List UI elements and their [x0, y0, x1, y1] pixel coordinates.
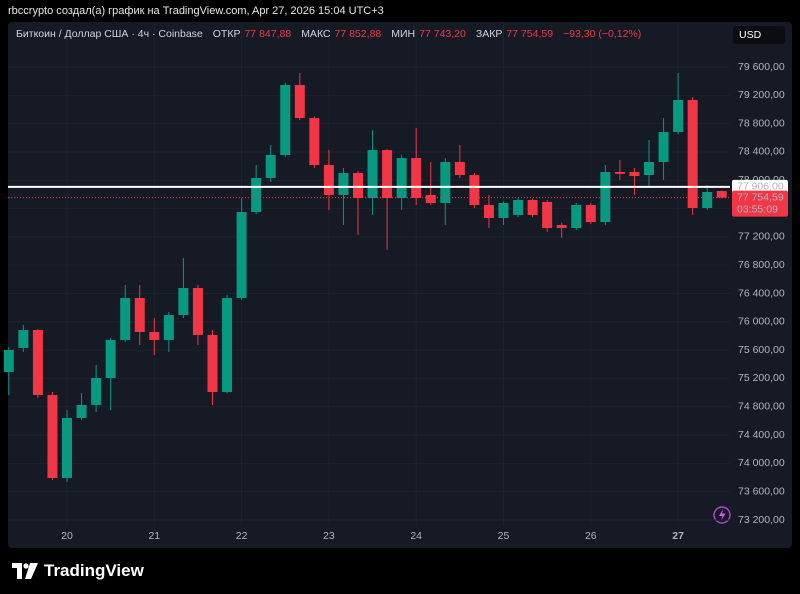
- x-tick-label: 26: [585, 530, 597, 542]
- y-tick-label: 76 000,00: [738, 316, 785, 328]
- candle-body: [32, 330, 43, 395]
- y-tick-label: 77 200,00: [738, 231, 785, 243]
- candle-body: [556, 224, 567, 229]
- candle-body: [702, 192, 713, 208]
- x-tick-label: 20: [61, 530, 73, 542]
- candle-body: [149, 331, 160, 340]
- y-tick-label: 73 600,00: [738, 485, 785, 497]
- candle-body: [105, 339, 116, 378]
- candle-body: [396, 158, 407, 199]
- symbol: Биткоин / Доллар США · 4ч · Coinbase: [16, 28, 203, 40]
- candle-body: [236, 212, 247, 299]
- x-tick-label: 25: [498, 530, 510, 542]
- candle-body: [222, 298, 233, 393]
- x-tick-label: 21: [148, 530, 160, 542]
- candle-body: [47, 394, 58, 479]
- candle-body: [62, 417, 72, 479]
- y-tick-label: 79 200,00: [738, 89, 785, 101]
- x-tick-label: 22: [236, 530, 248, 542]
- candle-body: [323, 165, 334, 195]
- candle-body: [687, 99, 698, 208]
- open-value: 77 847,88: [244, 28, 292, 40]
- candle-body: [513, 199, 524, 216]
- countdown-label: 03:55:09: [737, 203, 778, 215]
- horizontal-line-tag: [732, 179, 788, 194]
- candle-body: [353, 173, 363, 199]
- brand: TradingView: [12, 561, 144, 581]
- brand-logo: [12, 563, 38, 579]
- candle-body: [18, 330, 29, 348]
- y-tick-label: 74 000,00: [738, 457, 785, 469]
- candle-body: [294, 84, 305, 119]
- candle-body: [469, 175, 480, 206]
- candle-body: [3, 349, 14, 372]
- y-tick-label: 76 800,00: [738, 259, 785, 271]
- candle-body: [280, 84, 291, 155]
- candle-body: [585, 205, 596, 223]
- y-tick-label: 73 200,00: [738, 514, 785, 526]
- horizontal-line-label: 77 906,00: [737, 181, 784, 193]
- candle-body: [338, 173, 349, 195]
- ohlc-legend: Биткоин / Доллар США · 4ч · Coinbase ОТК…: [16, 28, 647, 40]
- candle-body: [91, 377, 102, 405]
- currency-button[interactable]: USD: [733, 26, 785, 44]
- candle-body: [192, 287, 203, 335]
- y-tick-label: 74 400,00: [738, 429, 785, 441]
- candle-body: [367, 150, 378, 199]
- candle-body: [207, 334, 218, 393]
- candle-body: [309, 118, 320, 166]
- last-price-tag: [732, 190, 788, 217]
- y-tick-label: 78 800,00: [738, 117, 785, 129]
- candle-body: [411, 158, 422, 199]
- candle-body: [644, 161, 654, 176]
- high-value: 77 852,88: [334, 28, 382, 40]
- y-tick-label: 79 600,00: [738, 61, 785, 73]
- alert-icon[interactable]: [713, 506, 731, 524]
- candle-body: [629, 171, 640, 177]
- candle-body: [571, 205, 582, 229]
- candle-body: [251, 177, 262, 213]
- candle-body: [440, 161, 451, 203]
- y-tick-label: 74 800,00: [738, 401, 785, 413]
- y-tick-label: 75 600,00: [738, 344, 785, 356]
- x-tick-label: 27: [672, 530, 684, 542]
- candle-body: [425, 194, 436, 203]
- x-tick-label: 24: [410, 530, 422, 542]
- candle-body: [178, 287, 189, 316]
- candle-body: [163, 315, 174, 340]
- candle-body: [76, 404, 87, 418]
- x-tick-label: 23: [323, 530, 335, 542]
- low-value: 77 743,20: [419, 28, 466, 40]
- change-value: −93,30 (−0,12%): [563, 28, 642, 40]
- y-tick-label: 76 400,00: [738, 287, 785, 299]
- candle-body: [134, 298, 145, 332]
- candle-body: [265, 154, 276, 178]
- brand-name: TradingView: [44, 561, 144, 580]
- chart-panel: [8, 22, 792, 548]
- candle-body: [600, 171, 611, 223]
- candle-body: [527, 199, 538, 216]
- close-label: ЗАКР: [475, 28, 503, 40]
- candle-body: [673, 99, 684, 132]
- candle-body: [658, 131, 669, 162]
- candle-body: [614, 171, 625, 174]
- close-value: 77 754,59: [506, 28, 554, 40]
- candle-body: [542, 201, 553, 229]
- low-label: МИН: [391, 28, 416, 40]
- y-tick-label: 78 400,00: [738, 146, 785, 158]
- y-tick-label: 75 200,00: [738, 372, 785, 384]
- high-label: МАКС: [301, 28, 331, 40]
- alert-bolt: [719, 509, 726, 521]
- open-label: ОТКР: [212, 28, 241, 40]
- candle-body: [454, 161, 465, 176]
- candle-body: [382, 150, 393, 199]
- candle-body: [120, 298, 131, 340]
- caption: rbccrypto создал(а) график на TradingVie…: [8, 5, 384, 17]
- candle-body: [716, 191, 727, 198]
- last-price-label: 77 754,59: [737, 191, 784, 203]
- candle-body: [483, 205, 494, 218]
- candle-body: [498, 202, 509, 218]
